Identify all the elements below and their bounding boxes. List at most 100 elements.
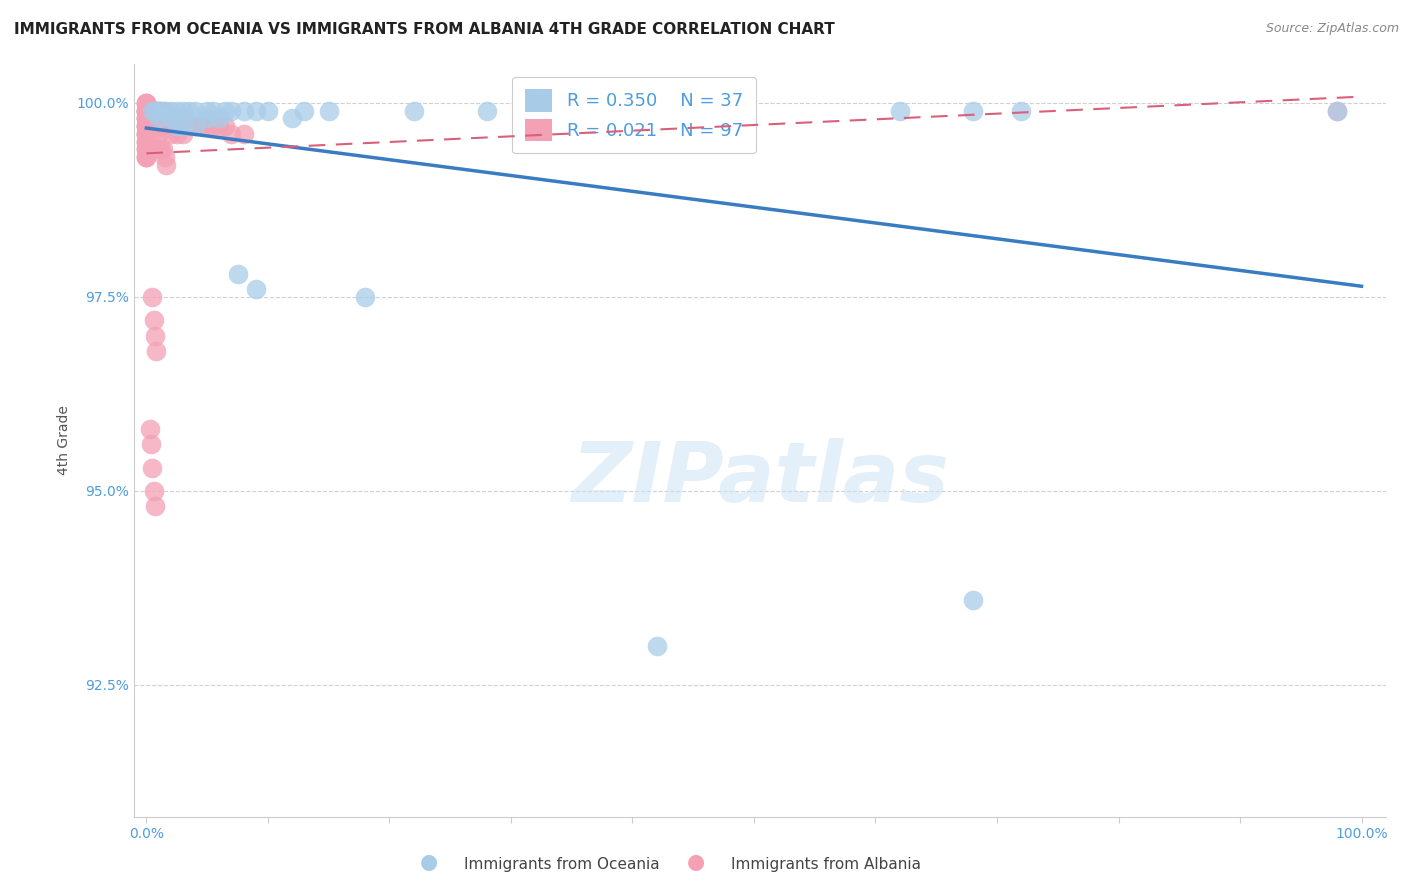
Point (135, 119, 157, 133)
Point (1326, 103, 1348, 118)
Point (172, 103, 194, 118)
Point (143, 103, 166, 118)
Point (172, 112, 194, 126)
Point (245, 103, 267, 118)
Point (202, 103, 225, 118)
Point (153, 150, 176, 164)
Point (159, 103, 181, 118)
Point (135, 112, 157, 126)
Point (146, 119, 169, 133)
Point (139, 112, 162, 126)
Point (141, 437, 163, 451)
Point (184, 103, 207, 118)
Point (645, 639, 668, 653)
Point (135, 112, 157, 126)
Point (141, 290, 163, 304)
Point (135, 143, 157, 157)
Point (145, 103, 167, 118)
Point (135, 112, 157, 126)
Point (135, 150, 157, 164)
Point (159, 119, 181, 133)
Point (142, 103, 165, 118)
Point (153, 119, 176, 133)
Point (141, 103, 163, 118)
Point (159, 112, 181, 126)
Point (141, 103, 163, 118)
Point (184, 119, 207, 133)
Point (962, 592, 984, 607)
Point (226, 267, 249, 281)
Point (177, 103, 200, 118)
Point (152, 143, 174, 157)
Point (135, 119, 157, 133)
Text: ●: ● (420, 853, 437, 872)
Point (135, 103, 157, 118)
Point (202, 119, 225, 133)
Point (139, 422, 162, 436)
Point (159, 112, 181, 126)
Point (141, 119, 163, 133)
Point (221, 127, 243, 141)
Point (318, 103, 340, 118)
Point (172, 119, 194, 133)
Point (139, 119, 162, 133)
Point (143, 500, 166, 514)
Text: Immigrants from Oceania: Immigrants from Oceania (464, 857, 659, 872)
Point (148, 103, 170, 118)
Point (195, 112, 218, 126)
Point (149, 103, 172, 118)
Point (156, 119, 179, 133)
Point (150, 119, 173, 133)
Point (135, 112, 157, 126)
Point (135, 103, 157, 118)
Point (159, 127, 181, 141)
Y-axis label: 4th Grade: 4th Grade (58, 406, 72, 475)
Point (162, 119, 184, 133)
Point (135, 95, 157, 110)
Point (146, 103, 169, 118)
Point (138, 119, 160, 133)
Point (135, 127, 157, 141)
Point (135, 127, 157, 141)
Point (148, 112, 170, 126)
Legend: R = 0.350    N = 37, R = 0.021    N = 97: R = 0.350 N = 37, R = 0.021 N = 97 (512, 77, 755, 153)
Point (141, 112, 163, 126)
Point (135, 135, 157, 149)
Point (135, 119, 157, 133)
Point (281, 112, 304, 126)
Point (214, 103, 236, 118)
Text: Source: ZipAtlas.com: Source: ZipAtlas.com (1265, 22, 1399, 36)
Point (149, 143, 172, 157)
Text: IMMIGRANTS FROM OCEANIA VS IMMIGRANTS FROM ALBANIA 4TH GRADE CORRELATION CHART: IMMIGRANTS FROM OCEANIA VS IMMIGRANTS FR… (14, 22, 835, 37)
Point (142, 119, 165, 133)
Point (153, 103, 176, 118)
Point (292, 103, 315, 118)
Point (141, 460, 163, 475)
Point (177, 119, 200, 133)
Point (190, 119, 212, 133)
Point (135, 143, 157, 157)
Point (208, 112, 231, 126)
Point (139, 103, 162, 118)
Point (135, 150, 157, 164)
Point (135, 150, 157, 164)
Point (221, 103, 243, 118)
Point (166, 127, 188, 141)
Point (402, 103, 425, 118)
Point (135, 127, 157, 141)
Point (141, 119, 163, 133)
Point (232, 127, 254, 141)
Text: Immigrants from Albania: Immigrants from Albania (731, 857, 921, 872)
Point (145, 344, 167, 359)
Point (354, 290, 377, 304)
Point (148, 127, 170, 141)
Point (142, 313, 165, 327)
Point (135, 127, 157, 141)
Point (145, 112, 167, 126)
Point (166, 103, 188, 118)
Text: ZIPatlas: ZIPatlas (571, 438, 949, 518)
Point (214, 119, 236, 133)
Point (138, 103, 160, 118)
Point (155, 112, 177, 126)
Point (143, 119, 166, 133)
